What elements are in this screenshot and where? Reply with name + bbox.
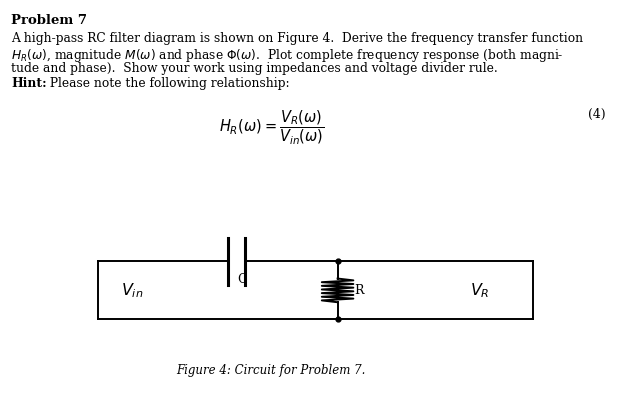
Text: Hint:: Hint: — [11, 77, 47, 91]
Text: A high-pass RC filter diagram is shown on Figure 4.  Derive the frequency transf: A high-pass RC filter diagram is shown o… — [11, 32, 584, 45]
Text: Figure 4: Circuit for Problem 7.: Figure 4: Circuit for Problem 7. — [177, 364, 366, 377]
Text: $V_R$: $V_R$ — [469, 281, 490, 300]
Text: $H_R(\omega)$, magnitude $M(\omega)$ and phase $\Phi(\omega)$.  Plot complete fr: $H_R(\omega)$, magnitude $M(\omega)$ and… — [11, 47, 564, 64]
Text: R: R — [355, 284, 364, 297]
Text: Please note the following relationship:: Please note the following relationship: — [46, 77, 290, 91]
Text: C: C — [237, 273, 247, 286]
Text: $H_R(\omega) = \dfrac{V_R(\omega)}{V_{in}(\omega)}$: $H_R(\omega) = \dfrac{V_R(\omega)}{V_{in… — [218, 108, 324, 146]
Text: tude and phase).  Show your work using impedances and voltage divider rule.: tude and phase). Show your work using im… — [11, 62, 498, 75]
Text: Problem 7: Problem 7 — [11, 14, 87, 28]
Text: $V_{in}$: $V_{in}$ — [121, 281, 144, 300]
Text: (4): (4) — [588, 108, 606, 121]
